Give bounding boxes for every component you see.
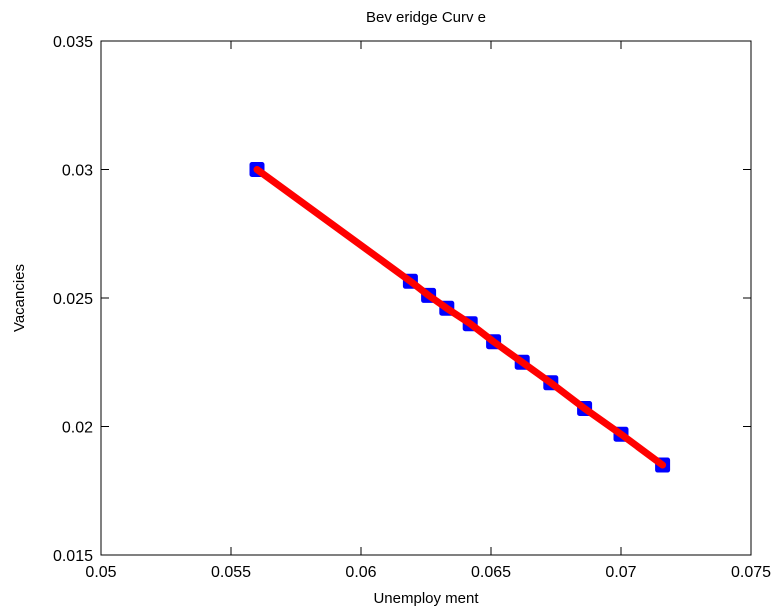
y-tick-label: 0.025 — [53, 291, 93, 308]
x-axis-ticks: 0.05 0.055 0.06 0.065 0.07 0.075 — [85, 41, 771, 581]
y-axis-ticks: 0.015 0.02 0.025 0.03 0.035 — [53, 34, 751, 565]
y-tick-label: 0.02 — [62, 420, 93, 437]
x-tick-label: 0.075 — [731, 564, 771, 581]
x-tick-label: 0.05 — [85, 564, 116, 581]
chart-title: Bev eridge Curv e — [366, 9, 486, 26]
x-tick-label: 0.07 — [605, 564, 636, 581]
x-axis-title: Unemploy ment — [373, 590, 479, 607]
x-tick-label: 0.065 — [471, 564, 511, 581]
y-tick-label: 0.03 — [62, 163, 93, 180]
y-axis-title: Vacancies — [11, 264, 28, 332]
series-line — [253, 166, 667, 469]
x-tick-label: 0.06 — [345, 564, 376, 581]
series-layer — [249, 162, 671, 473]
y-tick-label: 0.035 — [53, 34, 93, 51]
x-tick-label: 0.055 — [211, 564, 251, 581]
y-tick-label: 0.015 — [53, 548, 93, 565]
